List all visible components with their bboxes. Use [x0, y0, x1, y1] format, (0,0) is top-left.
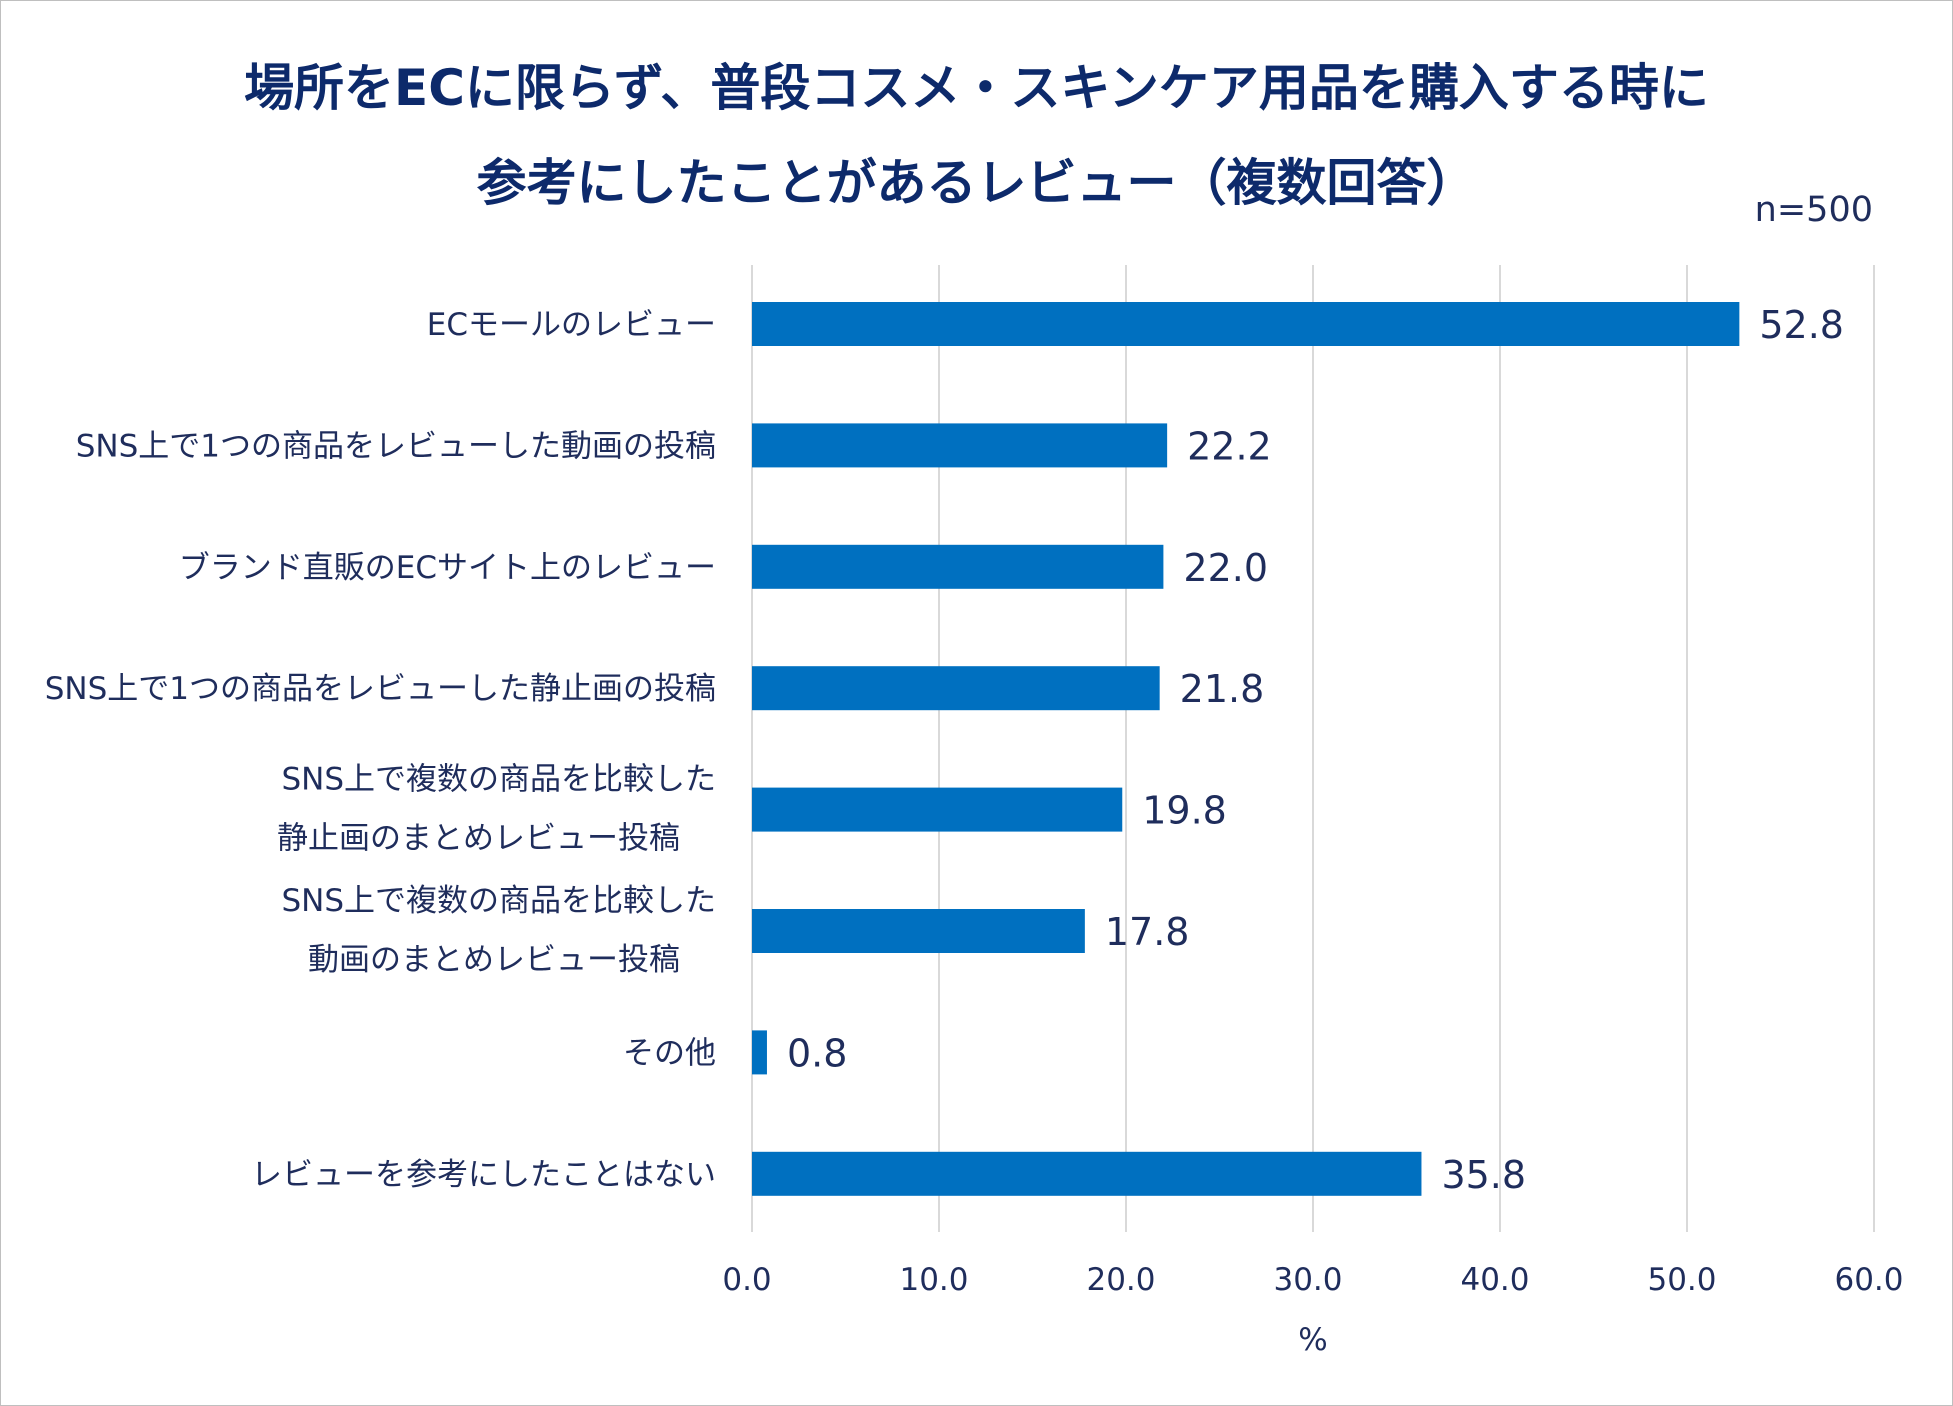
x-axis-title: % [1298, 1322, 1327, 1358]
bar [752, 666, 1160, 711]
x-tick-label: 0.0 [722, 1262, 771, 1298]
chart-title-line-1: 場所をECに限らず、普段コスメ・スキンケア用品を購入する時に [244, 59, 1709, 117]
x-tick-label: 10.0 [899, 1262, 968, 1298]
category-label: SNS上で複数の商品を比較した [281, 883, 716, 919]
data-label: 17.8 [1105, 910, 1190, 954]
bar [752, 302, 1740, 346]
category-label: レビューを参考にしたことはない [251, 1157, 716, 1193]
data-label: 21.8 [1180, 667, 1265, 711]
sample-size-label: n=500 [1754, 190, 1873, 230]
bar [752, 787, 1123, 832]
bar [752, 909, 1085, 953]
x-tick-label: 40.0 [1460, 1262, 1529, 1298]
data-label: 22.0 [1183, 546, 1268, 590]
category-label: 静止画のまとめレビュー投稿 [277, 821, 680, 857]
x-tick-label: 30.0 [1273, 1262, 1342, 1298]
bar [752, 544, 1164, 589]
category-label: SNS上で1つの商品をレビューした動画の投稿 [76, 428, 716, 464]
data-label: 35.8 [1441, 1153, 1526, 1197]
data-label: 22.2 [1187, 424, 1272, 468]
bar [752, 1151, 1422, 1196]
chart-title-line-2: 参考にしたことがあるレビュー（複数回答） [476, 154, 1477, 212]
category-label: 動画のまとめレビュー投稿 [308, 942, 680, 978]
bar [752, 1030, 767, 1075]
category-label: SNS上で複数の商品を比較した [281, 762, 716, 798]
data-label: 52.8 [1759, 303, 1844, 347]
category-label: ECモールのレビュー [427, 307, 716, 343]
category-label: ブランド直販のECサイト上のレビュー [179, 550, 716, 586]
x-tick-label: 50.0 [1647, 1262, 1716, 1298]
data-label: 19.8 [1142, 789, 1227, 833]
bar [752, 423, 1168, 468]
x-tick-label: 60.0 [1834, 1262, 1903, 1298]
category-label: SNS上で1つの商品をレビューした静止画の投稿 [45, 671, 716, 707]
data-label: 0.8 [787, 1031, 847, 1075]
x-tick-label: 20.0 [1086, 1262, 1155, 1298]
category-label: その他 [623, 1035, 716, 1071]
